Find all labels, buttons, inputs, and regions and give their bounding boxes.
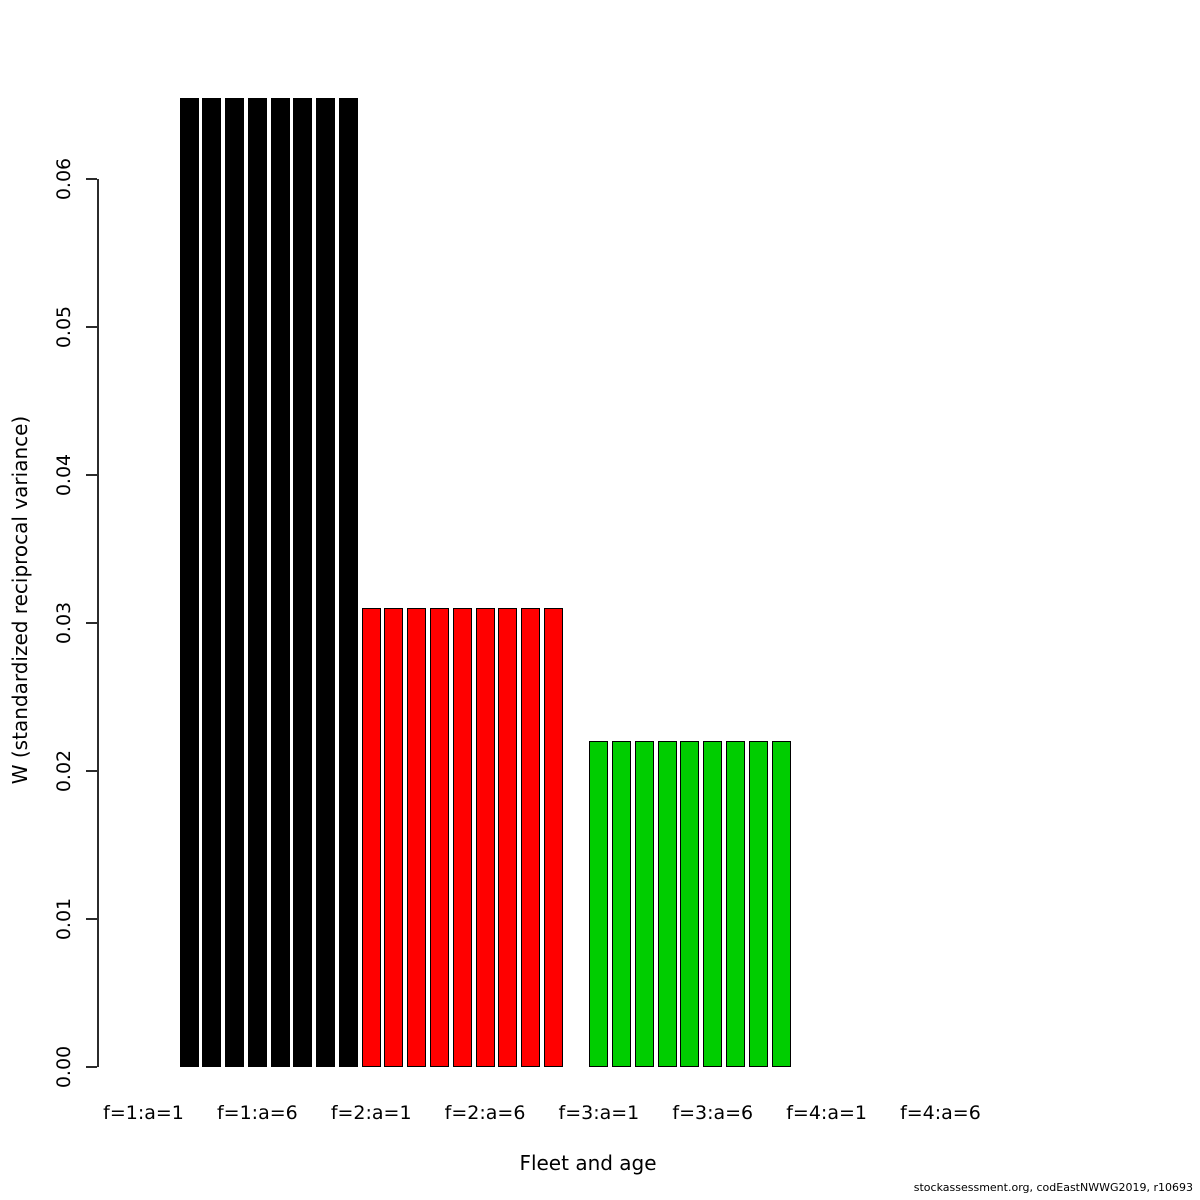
x-tick-label: f=4:a=1 (786, 1102, 867, 1124)
bar-f=3:a=3 (634, 741, 654, 1067)
x-tick-label: f=1:a=6 (216, 1102, 298, 1124)
bar-f=1:a=7 (270, 97, 290, 1067)
bar-f=3:a=5 (680, 741, 700, 1067)
y-tick-label: 0.00 (53, 1045, 75, 1089)
bar-f=1:a=6 (247, 97, 267, 1067)
bar-f=2:a=8 (521, 608, 541, 1067)
bar-f=1:a=4 (202, 97, 222, 1067)
bar-f=2:a=3 (407, 608, 427, 1067)
bar-f=2:a=4 (430, 608, 449, 1067)
x-tick-label: f=3:a=1 (558, 1102, 640, 1124)
x-tick-label: f=2:a=1 (330, 1102, 412, 1124)
y-axis-tick (86, 918, 97, 920)
bar-f=1:a=10 (338, 97, 358, 1067)
bar-f=3:a=1 (589, 741, 609, 1067)
y-tick-label: 0.04 (53, 453, 75, 497)
bar-f=1:a=8 (293, 97, 313, 1067)
y-tick-label: 0.02 (53, 749, 75, 793)
x-tick-label: f=4:a=6 (900, 1102, 981, 1124)
bar-f=2:a=9 (543, 608, 563, 1067)
x-tick-label: f=1:a=1 (103, 1102, 184, 1124)
bar-f=1:a=9 (316, 97, 336, 1067)
x-tick-label: f=3:a=6 (672, 1102, 754, 1124)
bar-f=3:a=9 (771, 741, 791, 1067)
y-tick-label: 0.05 (53, 305, 75, 349)
y-axis-tick (86, 1066, 97, 1068)
bar-f=1:a=5 (225, 97, 245, 1067)
y-axis-tick (86, 770, 97, 772)
bar-f=3:a=2 (612, 741, 632, 1067)
y-axis-title: W (standardized reciprocal variance) (8, 415, 32, 785)
bar-f=2:a=1 (361, 608, 381, 1067)
watermark-text: stockassessment.org, codEastNWWG2019, r1… (913, 1181, 1193, 1194)
bar-f=3:a=7 (726, 741, 746, 1067)
bar-f=2:a=5 (452, 608, 472, 1067)
bar-f=2:a=6 (475, 608, 495, 1067)
bar-f=1:a=3 (179, 97, 199, 1067)
bar-f=3:a=6 (703, 741, 723, 1067)
x-axis-title: Fleet and age (519, 1151, 657, 1175)
bar-f=3:a=8 (748, 741, 768, 1067)
y-tick-label: 0.01 (53, 897, 75, 941)
x-tick-label: f=2:a=6 (444, 1102, 526, 1124)
bar-f=3:a=4 (657, 741, 677, 1067)
bar-f=2:a=2 (384, 608, 404, 1067)
y-tick-label: 0.06 (53, 157, 75, 201)
y-tick-label: 0.03 (53, 601, 75, 645)
y-axis-tick (86, 326, 97, 328)
y-axis-tick (86, 622, 97, 624)
y-axis-tick (86, 474, 97, 476)
y-axis-tick (86, 178, 97, 180)
y-axis-line (97, 179, 99, 1067)
bar-f=2:a=7 (498, 608, 518, 1067)
